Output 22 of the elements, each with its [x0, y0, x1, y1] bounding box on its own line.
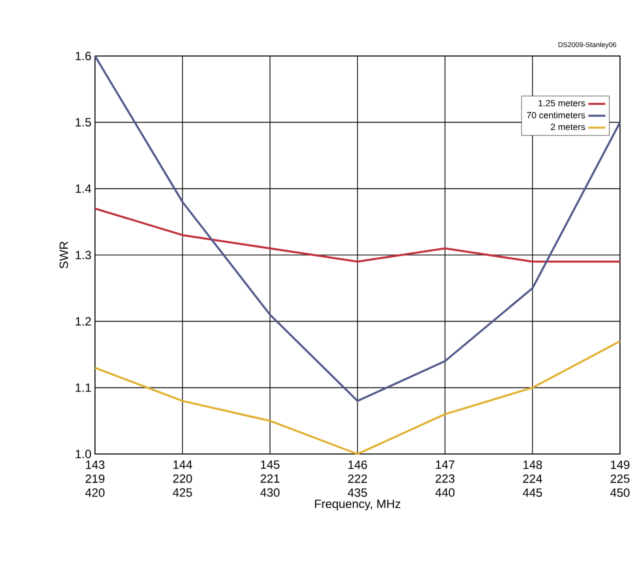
y-tick-label: 1.0: [76, 450, 92, 458]
x-tick-label: 145 221 430: [260, 460, 280, 497]
legend-label: 2 meters: [550, 124, 585, 130]
x-tick-label: 147 223 440: [435, 460, 455, 497]
x-tick-label: 148 224 445: [522, 460, 542, 497]
x-tick-label: 143 219 420: [85, 460, 105, 497]
y-axis-title: SWR: [60, 242, 68, 268]
y-tick-label: 1.5: [76, 118, 91, 126]
y-tick-label: 1.4: [76, 184, 92, 193]
y-tick-label: 1.6: [76, 52, 91, 60]
line-series: [94, 208, 622, 263]
y-tick-label: 1.2: [76, 317, 91, 326]
x-tick-label: 146 222 435: [348, 460, 367, 497]
y-tick-label: 1.1: [76, 384, 91, 392]
x-tick-label: 144 220 425: [172, 460, 192, 497]
x-axis-title: Frequency, MHz: [315, 500, 400, 510]
line-series: [94, 340, 622, 455]
legend-label: 1.25 meters: [538, 100, 585, 106]
y-tick-label: 1.3: [76, 250, 91, 260]
legend-label: 70 centimeters: [526, 112, 585, 118]
line-series: [94, 54, 622, 402]
x-tick-label: 149 225 450: [610, 460, 630, 497]
